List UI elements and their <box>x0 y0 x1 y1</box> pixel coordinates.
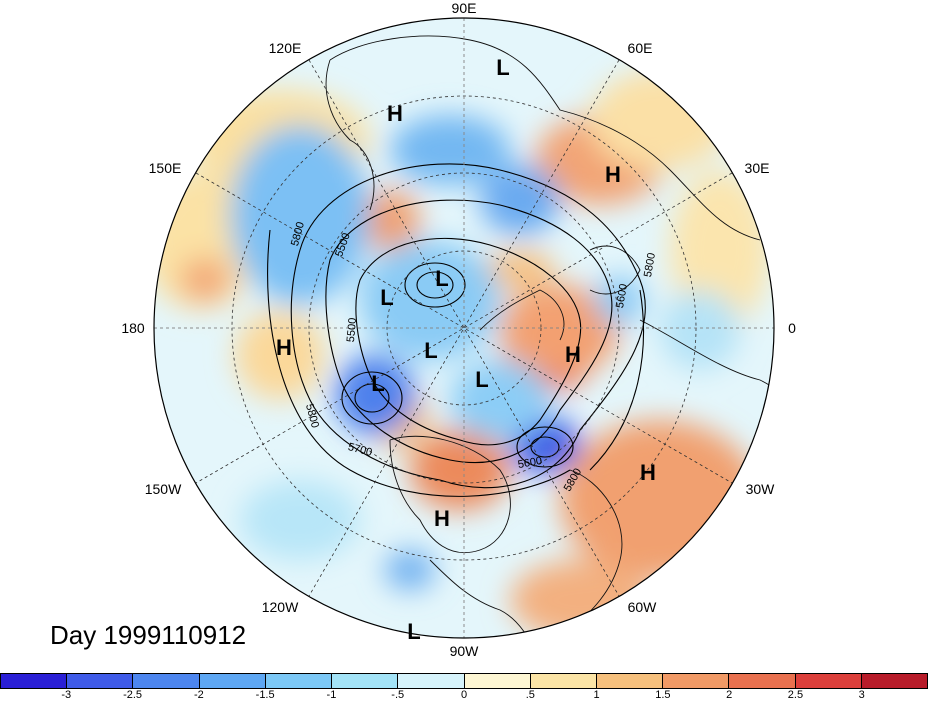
high-pressure-center: H <box>605 162 621 187</box>
high-pressure-center: H <box>276 335 292 360</box>
colorbar-ticks: -3 -2.5 -2 -1.5 -1 -.5 0 .5 1 1.5 2 2.5 3 <box>0 689 928 702</box>
coastlines <box>325 35 774 638</box>
colorbar-segment <box>332 674 399 688</box>
high-pressure-center: H <box>434 506 450 531</box>
lon-label-150w: 150W <box>144 481 182 497</box>
colorbar-tick-label: 1 <box>593 689 600 701</box>
lon-label-90w: 90W <box>449 643 479 659</box>
colorbar-segment <box>596 674 664 688</box>
colorbar-segment <box>530 674 597 688</box>
low-pressure-center: L <box>407 619 421 644</box>
lon-label-30e: 30E <box>744 160 770 176</box>
map-title: Day 1999110912 <box>50 620 247 650</box>
colorbar-segment <box>199 674 266 688</box>
colorbar-segment <box>663 674 730 688</box>
colorbar-segment <box>67 674 134 688</box>
colorbar-tick-label: -3 <box>61 689 72 701</box>
lon-label-120e: 120E <box>268 40 302 56</box>
colorbar-segment <box>133 674 200 688</box>
lon-label-150e: 150E <box>148 160 182 176</box>
lon-label-30w: 30W <box>745 481 775 497</box>
colorbar-tick-label: -1.5 <box>255 689 275 701</box>
low-pressure-center: L <box>496 55 510 80</box>
hemisphere-map <box>153 17 775 639</box>
colorbar-segment <box>265 674 333 688</box>
colorbar-segment <box>729 674 796 688</box>
colorbar-segment <box>398 674 465 688</box>
lon-label-180: 180 <box>121 320 145 336</box>
anomaly-field <box>154 18 774 638</box>
colorbar-tick-label: 2 <box>726 689 733 701</box>
lon-label-60w: 60W <box>627 599 657 615</box>
map-boundary <box>153 17 775 639</box>
colorbar-segment <box>795 674 862 688</box>
lon-label-60e: 60E <box>627 40 653 56</box>
colorbar-tick-label: -1 <box>326 689 337 701</box>
high-pressure-center: H <box>565 342 581 367</box>
lon-label-90e: 90E <box>451 0 477 16</box>
low-pressure-center: L <box>475 367 489 392</box>
colorbar-tick-label: 1.5 <box>655 689 671 701</box>
low-pressure-center: L <box>371 371 385 396</box>
lon-label-0: 0 <box>788 320 796 336</box>
colorbar-tick-label: -2 <box>193 689 204 701</box>
colorbar-tick-label: 2.5 <box>787 689 804 701</box>
colorbar-segment <box>1 674 68 688</box>
low-pressure-center: L <box>435 266 449 291</box>
colorbar <box>0 673 928 689</box>
low-pressure-center: L <box>380 285 394 310</box>
colorbar-tick-label: .5 <box>525 689 535 701</box>
high-pressure-center: H <box>640 460 656 485</box>
contour-label: 5500 <box>344 317 360 343</box>
colorbar-tick-label: 3 <box>858 689 865 701</box>
colorbar-segment <box>861 674 928 688</box>
colorbar-tick-label: 0 <box>460 689 468 701</box>
colorbar-tick-label: -.5 <box>391 689 405 701</box>
lon-label-120w: 120W <box>261 599 299 615</box>
high-pressure-center: H <box>387 101 403 126</box>
low-pressure-center: L <box>424 338 438 363</box>
colorbar-tick-label: -2.5 <box>123 689 143 701</box>
colorbar-segment <box>464 674 531 688</box>
